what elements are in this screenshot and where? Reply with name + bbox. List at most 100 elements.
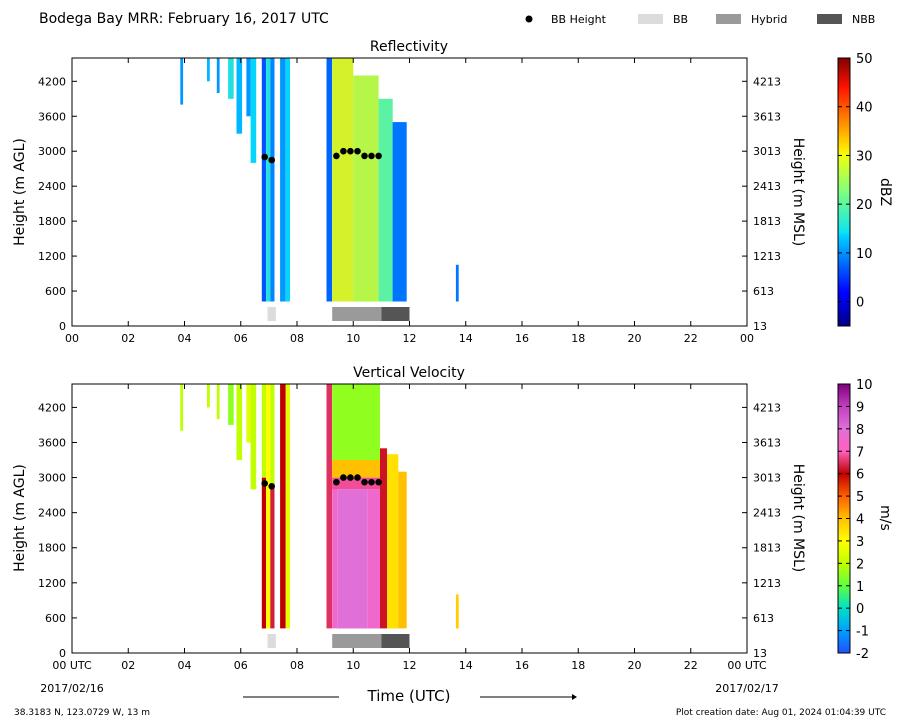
x-tick-label: 12: [403, 332, 417, 345]
colorbar-tick-label: 10: [856, 378, 873, 393]
echo-region: [207, 384, 210, 408]
colorbar-tick-label: 8: [856, 423, 864, 438]
velocity-title: Vertical Velocity: [353, 365, 465, 381]
echo-region: [236, 384, 243, 460]
x-axis-label: Time (UTC): [367, 687, 451, 705]
bb-height-point: [261, 153, 269, 161]
y-tick-label: 4200: [38, 75, 66, 88]
echo-region: [180, 384, 184, 431]
end-date: 2017/02/17: [715, 682, 778, 695]
colorbar-tick-label: 40: [856, 101, 873, 116]
legend: BB Height BB Hybrid NBB: [525, 13, 875, 26]
y-tick-label-right: 3613: [753, 436, 781, 449]
echo-region: [266, 384, 271, 629]
page-title: Bodega Bay MRR: February 16, 2017 UTC: [39, 11, 329, 27]
x-tick-label: 22: [684, 332, 698, 345]
colorbar-tick-label: 4: [856, 513, 864, 528]
echo-region: [285, 384, 290, 629]
echo-region: [228, 58, 234, 99]
echo-region: [392, 122, 407, 302]
bb-height-point: [268, 156, 276, 164]
x-tick-label: 02: [121, 659, 135, 672]
bb-height-point: [368, 152, 375, 160]
echo-region: [398, 471, 407, 629]
echo-region: [261, 477, 266, 629]
bb-height-point: [354, 147, 361, 155]
bb-height-point: [361, 152, 368, 160]
echo-region: [266, 58, 271, 302]
colorbar-tick-label: 5: [856, 490, 864, 505]
colorbar-tick-label: -2: [856, 647, 869, 662]
y-tick-label: 1200: [38, 250, 66, 263]
x-tick-label: 08: [290, 659, 304, 672]
bb-height-point: [268, 483, 276, 490]
x-tick-label: 12: [403, 659, 417, 672]
echo-region: [326, 384, 333, 629]
y-tick-label-right: 3013: [753, 472, 781, 485]
y-tick-label: 3000: [38, 472, 66, 485]
y-tick-label: 0: [59, 647, 66, 660]
colorbar-tick-label: 9: [856, 400, 864, 415]
bb-height-point: [333, 152, 340, 160]
colorbar-tick-label: 0: [856, 296, 864, 311]
echo-region: [261, 58, 266, 302]
x-tick-label: 06: [234, 332, 248, 345]
velocity-plot-area: 0 13 600 613 1200 1213 1800 1813 2400 2413 3000 301…: [38, 383, 781, 672]
x-tick-label: 00 UTC: [52, 659, 92, 672]
y-tick-label-right: 1813: [753, 215, 781, 228]
time-arrow-head-icon: [572, 694, 577, 700]
colorbar-tick-label: 7: [856, 445, 864, 460]
echo-region: [270, 384, 275, 484]
echo-region: [455, 264, 459, 302]
echo-region: [270, 483, 275, 629]
y-tick-label-right: 3613: [753, 110, 781, 123]
bb-height-point: [354, 474, 361, 481]
colorbar-tick-label: 2: [856, 557, 864, 572]
colorbar-tick-label: 50: [856, 52, 873, 67]
echo-region: [326, 58, 333, 302]
legend-nbb-label: NBB: [852, 13, 875, 26]
bb-type-bar-bb: [267, 307, 276, 321]
x-tick-label: 14: [459, 659, 473, 672]
bb-height-point: [333, 478, 340, 486]
echo-region: [332, 460, 380, 478]
colorbar-tick-label: 20: [856, 198, 873, 213]
echo-region: [280, 384, 286, 629]
legend-bb-height-label: BB Height: [551, 13, 607, 26]
legend-hybrid-label: Hybrid: [751, 13, 787, 26]
y-tick-label-right: 13: [753, 320, 767, 333]
bb-type-bar-bb: [267, 634, 276, 648]
echo-region: [270, 58, 275, 302]
y-tick-label-right: 4213: [753, 75, 781, 88]
echo-region: [332, 384, 380, 460]
x-tick-label: 04: [178, 659, 192, 672]
echo-region: [332, 58, 354, 302]
echo-region: [207, 58, 210, 82]
echo-region: [216, 384, 220, 420]
y-tick-label-right: 4213: [753, 401, 781, 414]
y-tick-label-right: 1213: [753, 250, 781, 263]
y-tick-label: 3600: [38, 110, 66, 123]
reflectivity-left-axis-label: Height (m AGL): [12, 138, 28, 246]
y-tick-label-right: 13: [753, 647, 767, 660]
x-tick-label: 08: [290, 332, 304, 345]
y-tick-label: 2400: [38, 180, 66, 193]
reflectivity-colorbar-ticks: 0 10 20 30 40 50: [838, 52, 873, 311]
x-tick-label: 14: [459, 332, 473, 345]
reflectivity-colorbar: [837, 57, 851, 327]
y-tick-label-right: 1213: [753, 577, 781, 590]
echo-region: [180, 58, 184, 105]
echo-region: [332, 477, 380, 490]
x-tick-label: 10: [346, 332, 360, 345]
echo-region: [228, 384, 234, 425]
bb-height-point: [261, 480, 269, 487]
plot-creation-date: Plot creation date: Aug 01, 2024 01:04:3…: [676, 708, 886, 718]
x-tick-label: 00 UTC: [727, 659, 767, 672]
echo-region: [455, 594, 459, 629]
bb-type-bar-nbb: [381, 307, 410, 321]
x-tick-label: 10: [346, 659, 360, 672]
legend-bb-height-marker: [525, 15, 533, 23]
plot-frame: [71, 57, 748, 327]
y-tick-label-right: 2413: [753, 180, 781, 193]
